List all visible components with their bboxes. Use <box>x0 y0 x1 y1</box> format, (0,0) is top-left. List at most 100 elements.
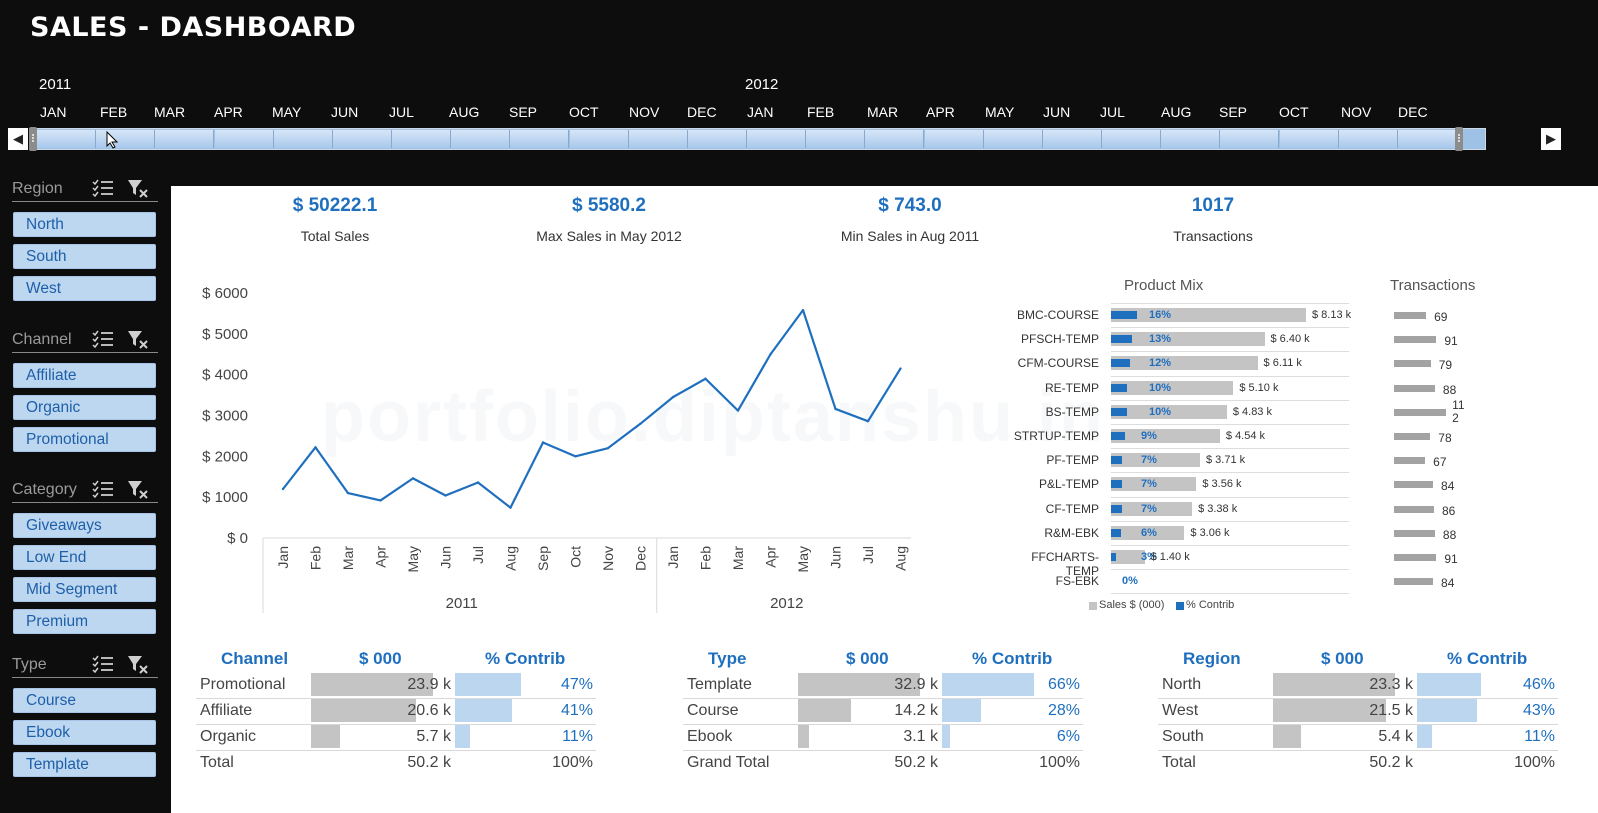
slicer-item-ebook[interactable]: Ebook <box>13 720 156 745</box>
clear-filter-icon[interactable] <box>126 178 150 198</box>
y-tick-label: $ 6000 <box>202 285 248 302</box>
slicer-item-affiliate[interactable]: Affiliate <box>13 363 156 388</box>
scroll-left-button[interactable]: ◀ <box>8 128 28 150</box>
table-value: 23.3 k <box>1369 676 1413 693</box>
timeline-month-cell[interactable] <box>392 130 452 148</box>
slicer-item-low-end[interactable]: Low End <box>13 545 156 570</box>
product-mix-sales-bar <box>1111 477 1197 492</box>
timeline-month-cell[interactable] <box>865 130 925 148</box>
product-mix-sales-label: $ 3.71 k <box>1205 454 1246 467</box>
table-row-label: Organic <box>200 728 257 745</box>
timeline-month-label: DEC <box>1398 104 1428 120</box>
table-row-label: West <box>1162 702 1199 719</box>
timeline-month-cell[interactable] <box>273 130 333 148</box>
product-mix-sales-bar <box>1111 525 1185 540</box>
timeline-month-cell[interactable] <box>806 130 866 148</box>
slicer-item-mid-segment[interactable]: Mid Segment <box>13 577 156 602</box>
timeline-month-cell[interactable] <box>1338 130 1398 148</box>
timeline-month-cell[interactable] <box>569 130 629 148</box>
multi-select-icon[interactable] <box>92 178 114 198</box>
timeline-month-cell[interactable] <box>1042 130 1102 148</box>
timeline-month-cell[interactable] <box>747 130 807 148</box>
clear-filter-icon[interactable] <box>126 654 150 674</box>
transactions-bar <box>1394 554 1437 561</box>
product-mix-sales-bar <box>1111 356 1258 371</box>
timeline-month-label: JUN <box>1043 104 1071 120</box>
product-mix-sales-label: $ 3.38 k <box>1198 502 1238 515</box>
transactions-bar <box>1394 457 1426 465</box>
x-tick-label: Feb <box>698 546 714 570</box>
timeline-month-cell[interactable] <box>214 130 274 148</box>
kpi-label: Total Sales <box>300 228 370 244</box>
timeline-month-cell[interactable] <box>155 130 215 148</box>
timeline-month-cell[interactable] <box>1279 130 1339 148</box>
table-row-rule <box>1158 698 1558 699</box>
transactions-value: 86 <box>1441 503 1456 518</box>
timeline-month-cell[interactable] <box>1102 130 1162 148</box>
slicer-item-west[interactable]: West <box>13 276 156 301</box>
timeline-month-cell[interactable] <box>1397 130 1457 148</box>
scroll-right-button[interactable]: ▶ <box>1541 128 1561 150</box>
timeline-month-label: DEC <box>687 104 717 120</box>
timeline-month-cell[interactable] <box>451 130 511 148</box>
table-value: 20.6 k <box>407 702 451 719</box>
product-mix-gridline <box>1111 424 1349 425</box>
slicer-item-course[interactable]: Course <box>13 688 156 713</box>
timeline-month-cell[interactable] <box>983 130 1043 148</box>
table-contrib-bar <box>942 699 982 722</box>
table-value: 32.9 k <box>894 676 938 693</box>
timeline-month-cell[interactable] <box>924 130 984 148</box>
transactions-value: 88 <box>1442 527 1457 542</box>
x-tick-label: Jul <box>860 546 876 564</box>
table-contrib-bar <box>942 725 951 748</box>
table-contrib: 47% <box>560 676 593 693</box>
slicer-item-north[interactable]: North <box>13 212 156 237</box>
table-value: 23.9 k <box>407 676 451 693</box>
slicer-item-giveaways[interactable]: Giveaways <box>13 513 156 538</box>
slicer-item-premium[interactable]: Premium <box>13 609 156 634</box>
product-mix-sales-label: $ 5.10 k <box>1239 381 1279 394</box>
legend-contrib-swatch <box>1176 602 1184 610</box>
slicer-item-organic[interactable]: Organic <box>13 395 156 420</box>
x-tick-label: Nov <box>600 546 616 571</box>
transactions-value: 79 <box>1438 358 1453 373</box>
page-title: SALES - DASHBOARD <box>30 12 357 43</box>
product-mix-sales-label: $ 4.83 k <box>1232 405 1272 418</box>
product-mix-contrib-label: 7% <box>1141 478 1157 491</box>
timeline-month-cell[interactable] <box>510 130 570 148</box>
timeline-month-cell[interactable] <box>37 130 97 148</box>
product-mix-contrib-bar <box>1111 528 1121 537</box>
product-mix-contrib-bar <box>1111 480 1123 489</box>
transactions-value: 88 <box>1442 382 1457 397</box>
product-mix-contrib-label: 7% <box>1141 502 1157 515</box>
multi-select-icon[interactable] <box>92 329 114 349</box>
timeline-month-cell[interactable] <box>1161 130 1221 148</box>
timeline-month-cell[interactable] <box>687 130 747 148</box>
table-contrib-bar <box>455 699 513 722</box>
clear-filter-icon[interactable] <box>126 479 150 499</box>
slicer-item-promotional[interactable]: Promotional <box>13 427 156 452</box>
table-contrib: 28% <box>1047 702 1080 719</box>
timeline-start-handle[interactable] <box>29 127 37 151</box>
sales-data-point <box>736 409 740 412</box>
sales-data-point <box>769 353 772 356</box>
timeline-month-cell[interactable] <box>628 130 688 148</box>
timeline-bar[interactable] <box>29 127 1486 151</box>
multi-select-icon[interactable] <box>92 654 114 674</box>
sales-series-line <box>282 309 902 509</box>
timeline-month-cell[interactable] <box>1220 130 1280 148</box>
multi-select-icon[interactable] <box>92 479 114 499</box>
table-value: 3.1 k <box>903 728 938 745</box>
product-mix-contrib-label: 7% <box>1141 454 1157 467</box>
clear-filter-icon[interactable] <box>126 329 150 349</box>
slicer-item-south[interactable]: South <box>13 244 156 269</box>
table-header: $ 000 <box>846 649 889 668</box>
table-total-label: Total <box>200 754 234 771</box>
table-contrib: 43% <box>1522 702 1555 719</box>
slicer-item-template[interactable]: Template <box>13 752 156 777</box>
timeline-month-cell[interactable] <box>332 130 392 148</box>
table-contrib-bar <box>942 673 1035 696</box>
table-value-bar <box>798 673 920 696</box>
timeline-end-handle[interactable] <box>1455 127 1463 151</box>
product-mix-contrib-bar <box>1111 553 1116 561</box>
